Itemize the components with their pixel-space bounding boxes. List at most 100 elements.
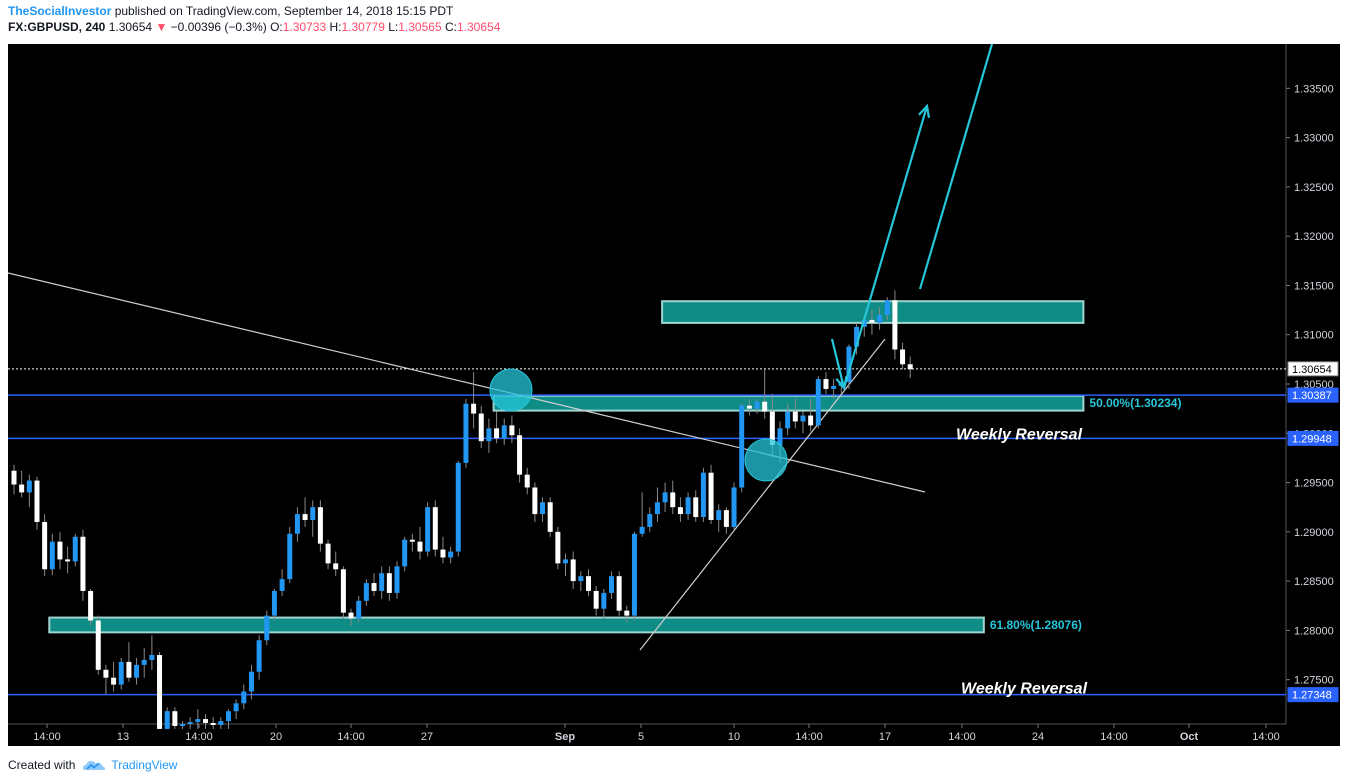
price-badge (1287, 361, 1339, 377)
candle (271, 588, 277, 621)
candle-body (907, 364, 913, 370)
candle (386, 566, 392, 601)
candle (700, 467, 706, 522)
candle-body (601, 592, 607, 609)
candle-body (900, 349, 906, 365)
chart-header: TheSocialInvestor published on TradingVi… (8, 3, 500, 35)
candle (264, 610, 270, 646)
price-badge (1287, 387, 1339, 403)
candle (432, 500, 438, 557)
candle (608, 571, 614, 599)
candle (900, 342, 906, 370)
price-axis-background (1286, 44, 1340, 724)
price-change: −0.00396 (−0.3%) (170, 20, 267, 34)
candle (892, 290, 898, 360)
candle-body (203, 719, 208, 724)
candle-body (157, 655, 163, 729)
x-tick-label: 14:00 (337, 731, 365, 743)
candle-body (310, 507, 316, 520)
tradingview-link[interactable]: TradingView (111, 758, 178, 772)
candle-body (386, 573, 392, 593)
candle (800, 411, 806, 434)
candle-body (677, 507, 683, 515)
candle-body (57, 541, 63, 560)
candle (218, 717, 224, 729)
candle-body (639, 526, 645, 534)
candle (126, 642, 132, 682)
candle-body (877, 315, 883, 323)
candle (195, 709, 201, 729)
y-tick-label: 1.29000 (1294, 527, 1334, 539)
candle (203, 714, 208, 729)
candle (379, 566, 385, 599)
candle (593, 586, 599, 616)
candle (616, 571, 622, 616)
candle (639, 492, 645, 537)
candle (762, 369, 768, 419)
candle (317, 500, 323, 552)
candle-body (654, 502, 660, 515)
candle-body (402, 539, 408, 567)
close-value: 1.30654 (456, 20, 501, 34)
candle (540, 497, 546, 522)
publish-line: TheSocialInvestor published on TradingVi… (8, 3, 500, 19)
candle-body (134, 664, 140, 678)
author-link[interactable]: TheSocialInvestor (8, 4, 112, 18)
candle (340, 566, 346, 619)
candle (409, 533, 415, 552)
annotation-label: Weekly Reversal (956, 426, 1083, 443)
candle-body (578, 576, 584, 582)
candle (631, 531, 637, 621)
candle-body (65, 559, 71, 562)
candle (808, 398, 814, 432)
symbol-label[interactable]: FX:GBPUSD, 240 (8, 20, 106, 34)
candle-body (141, 659, 147, 665)
time-axis-background (8, 724, 1340, 746)
candle-body (540, 502, 546, 515)
zone-box (492, 394, 1085, 412)
candle-body (195, 719, 201, 723)
candle (586, 569, 591, 596)
candle-body (187, 722, 193, 724)
candle (578, 571, 584, 591)
candle-body (294, 514, 300, 534)
x-tick-label: 14:00 (33, 731, 61, 743)
candle-body (486, 428, 492, 442)
low-label: L: (388, 20, 399, 34)
candle-body (417, 541, 423, 552)
x-tick-label: 14:00 (948, 731, 976, 743)
price-badge (1287, 430, 1339, 446)
high-label: H: (329, 20, 342, 34)
price-chart[interactable]: 50.00%(1.30234) 61.80%(1.28076) Weekly Rev… (8, 44, 1340, 746)
candle-body (218, 721, 224, 725)
candle (907, 356, 913, 379)
created-with-text: Created with (8, 758, 76, 772)
candle-body (42, 521, 48, 570)
plot-layer (8, 44, 1286, 729)
candle-body (524, 474, 530, 488)
candle-body (501, 425, 507, 439)
candle-body (517, 435, 523, 475)
close-label: C: (444, 20, 457, 34)
candle-body (608, 576, 614, 593)
candle-body (19, 484, 25, 493)
candle-body (769, 411, 775, 446)
zone-label: 61.80%(1.28076) (990, 618, 1082, 632)
tradingview-cloud-icon[interactable] (83, 758, 106, 772)
x-tick-label: 14:00 (795, 731, 823, 743)
chart-area[interactable]: 50.00%(1.30234) 61.80%(1.28076) Weekly Rev… (8, 44, 1340, 746)
candle (785, 403, 791, 436)
candle (708, 464, 714, 524)
candle-body (831, 385, 837, 389)
candle-body (455, 462, 461, 552)
candle-body (340, 569, 346, 613)
x-tick-label: 5 (638, 731, 644, 743)
candle (677, 497, 683, 522)
candle-body (785, 411, 791, 429)
projection-line (918, 44, 994, 290)
candle-body (792, 411, 798, 422)
x-tick-label: 13 (117, 731, 129, 743)
x-tick-label: 20 (270, 731, 282, 743)
candle-body (700, 472, 706, 518)
y-tick-label: 1.28500 (1294, 576, 1334, 588)
